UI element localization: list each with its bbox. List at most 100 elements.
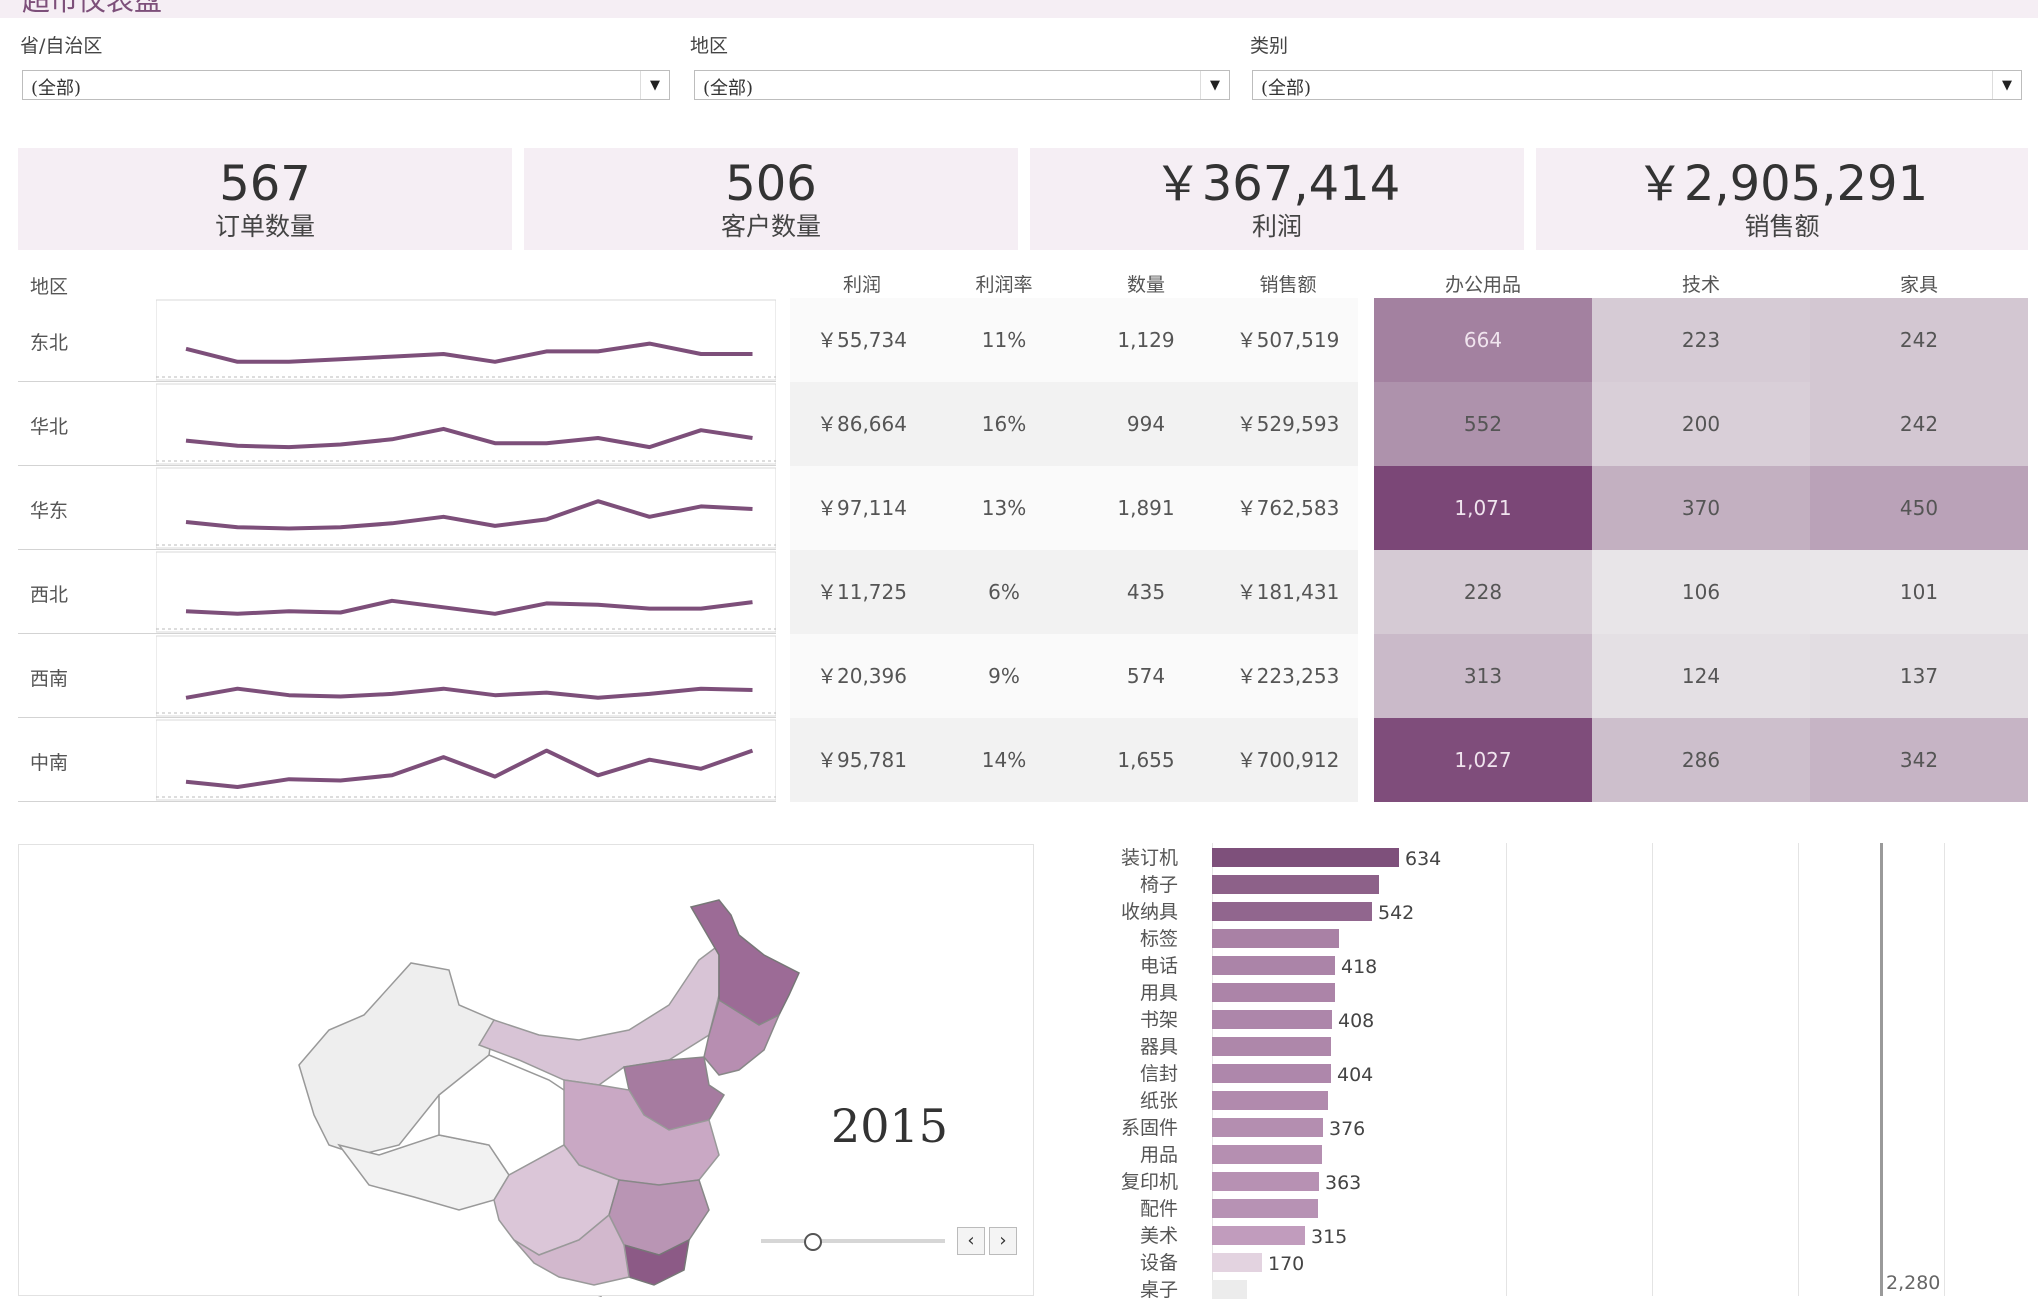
chevron-right-icon[interactable]: ›: [989, 1227, 1017, 1255]
quantity-cell: 435: [1126, 580, 1166, 604]
furniture-heat-cell[interactable]: 450: [1810, 466, 2028, 550]
furniture-heat-cell[interactable]: 101: [1810, 550, 2028, 634]
sales-column-header: 销售额: [1259, 274, 1317, 296]
office-heat-cell[interactable]: 313: [1374, 634, 1592, 718]
bar[interactable]: [1212, 1118, 1323, 1137]
office-heat-cell[interactable]: 228: [1374, 550, 1592, 634]
bar-category-label: 书架: [1139, 1009, 1178, 1031]
bar[interactable]: [1212, 983, 1335, 1002]
quantity-cell: 1,655: [1117, 748, 1175, 772]
bar[interactable]: [1212, 1226, 1305, 1245]
bar[interactable]: [1212, 929, 1339, 948]
sparkline-frame: [156, 467, 776, 549]
bar[interactable]: [1212, 1091, 1328, 1110]
office-heat-cell[interactable]: 1,071: [1374, 466, 1592, 550]
tech-heat-cell[interactable]: 200: [1592, 382, 1810, 466]
tech-heat-cell[interactable]: 106: [1592, 550, 1810, 634]
bar[interactable]: [1212, 1037, 1331, 1056]
margin-column-header: 利润率: [975, 274, 1033, 296]
profit-cell: ￥97,114: [817, 496, 907, 520]
quantity-cell: 1,129: [1117, 328, 1175, 352]
sparkline-frame: [156, 383, 776, 465]
bar[interactable]: [1212, 875, 1379, 894]
trend-sparkline: [156, 551, 776, 633]
sparkline-frame: [156, 719, 776, 801]
chevron-left-icon[interactable]: ‹: [957, 1227, 985, 1255]
title-bar: [0, 0, 2038, 18]
bar-category-label: 桌子: [1139, 1279, 1178, 1301]
year-slider-track[interactable]: [761, 1239, 945, 1243]
reference-line: [1880, 843, 1883, 1296]
kpi-profit-card: ￥367,414 利润: [1030, 148, 1524, 250]
margin-cell: 16%: [981, 412, 1027, 436]
bar-category-label: 用具: [1139, 982, 1178, 1004]
trend-sparkline: [156, 467, 776, 549]
tech-heat-cell[interactable]: 370: [1592, 466, 1810, 550]
tech-column-header: 技术: [1681, 274, 1720, 296]
trend-sparkline: [156, 719, 776, 801]
kpi-customers-card: 506 客户数量: [524, 148, 1018, 250]
bar-category-label: 收纳具: [1120, 901, 1178, 923]
bar-gridline: [1798, 843, 1799, 1296]
china-map[interactable]: [19, 845, 1035, 1297]
kpi-customers-label: 客户数量: [720, 212, 821, 241]
furniture-heat-cell[interactable]: 342: [1810, 718, 2028, 802]
bar-value-label: 418: [1341, 956, 1378, 978]
office-heat-cell[interactable]: 1,027: [1374, 718, 1592, 802]
bar[interactable]: [1212, 1145, 1322, 1164]
dashboard-title: 超市仪表盘: [22, 0, 163, 17]
bar-category-label: 纸张: [1139, 1090, 1178, 1112]
province-select-value: (全部): [31, 78, 82, 99]
furniture-heat-cell[interactable]: 137: [1810, 634, 2028, 718]
category-select-value: (全部): [1261, 78, 1312, 99]
sales-cell: ￥181,431: [1236, 580, 1340, 604]
furniture-column-header: 家具: [1899, 274, 1938, 296]
bar-category-label: 标签: [1139, 928, 1178, 950]
bar[interactable]: [1212, 1010, 1332, 1029]
row-divider: [18, 717, 776, 718]
bar[interactable]: [1212, 1280, 1247, 1299]
tech-heat-cell[interactable]: 124: [1592, 634, 1810, 718]
category-select[interactable]: (全部) ▼: [1252, 70, 2022, 100]
sparkline-frame: [156, 551, 776, 633]
bar[interactable]: [1212, 1199, 1318, 1218]
region-select[interactable]: (全部) ▼: [694, 70, 1230, 100]
bar[interactable]: [1212, 1253, 1262, 1272]
bar[interactable]: [1212, 1172, 1319, 1191]
kpi-sales-card: ￥2,905,291 销售额: [1536, 148, 2028, 250]
tech-heat-cell[interactable]: 286: [1592, 718, 1810, 802]
chevron-down-icon[interactable]: ▼: [1992, 71, 2021, 99]
furniture-heat-cell[interactable]: 242: [1810, 298, 2028, 382]
sales-cell: ￥507,519: [1236, 328, 1340, 352]
bar[interactable]: [1212, 956, 1335, 975]
office-heat-cell[interactable]: 664: [1374, 298, 1592, 382]
quantity-column-header: 数量: [1126, 274, 1165, 296]
trend-sparkline: [156, 383, 776, 465]
chevron-down-icon[interactable]: ▼: [640, 71, 669, 99]
bar-value-label: 170: [1268, 1253, 1305, 1275]
reference-line-label: 2,280: [1886, 1272, 1941, 1294]
bar-value-label: 404: [1337, 1064, 1374, 1086]
office-heat-cell[interactable]: 552: [1374, 382, 1592, 466]
bar-value-label: 363: [1325, 1172, 1362, 1194]
region-label: 西北: [30, 584, 69, 606]
filter-label-category: 类别: [1250, 35, 1289, 57]
furniture-heat-cell[interactable]: 242: [1810, 382, 2028, 466]
sparkline-line: [185, 598, 753, 616]
bar-gridline: [1506, 843, 1507, 1296]
bar-category-label: 美术: [1139, 1225, 1178, 1247]
margin-cell: 11%: [981, 328, 1027, 352]
year-slider-handle[interactable]: [804, 1233, 822, 1251]
tech-heat-cell[interactable]: 223: [1592, 298, 1810, 382]
row-divider: [18, 801, 776, 802]
kpi-profit-label: 利润: [1251, 212, 1302, 241]
margin-cell: 14%: [981, 748, 1027, 772]
bar-category-label: 信封: [1139, 1063, 1178, 1085]
bar[interactable]: [1212, 902, 1372, 921]
province-select[interactable]: (全部) ▼: [22, 70, 670, 100]
chevron-down-icon[interactable]: ▼: [1200, 71, 1229, 99]
bar[interactable]: [1212, 848, 1399, 867]
sparkline-frame: [156, 299, 776, 381]
bar[interactable]: [1212, 1064, 1331, 1083]
kpi-orders-label: 订单数量: [214, 212, 315, 241]
